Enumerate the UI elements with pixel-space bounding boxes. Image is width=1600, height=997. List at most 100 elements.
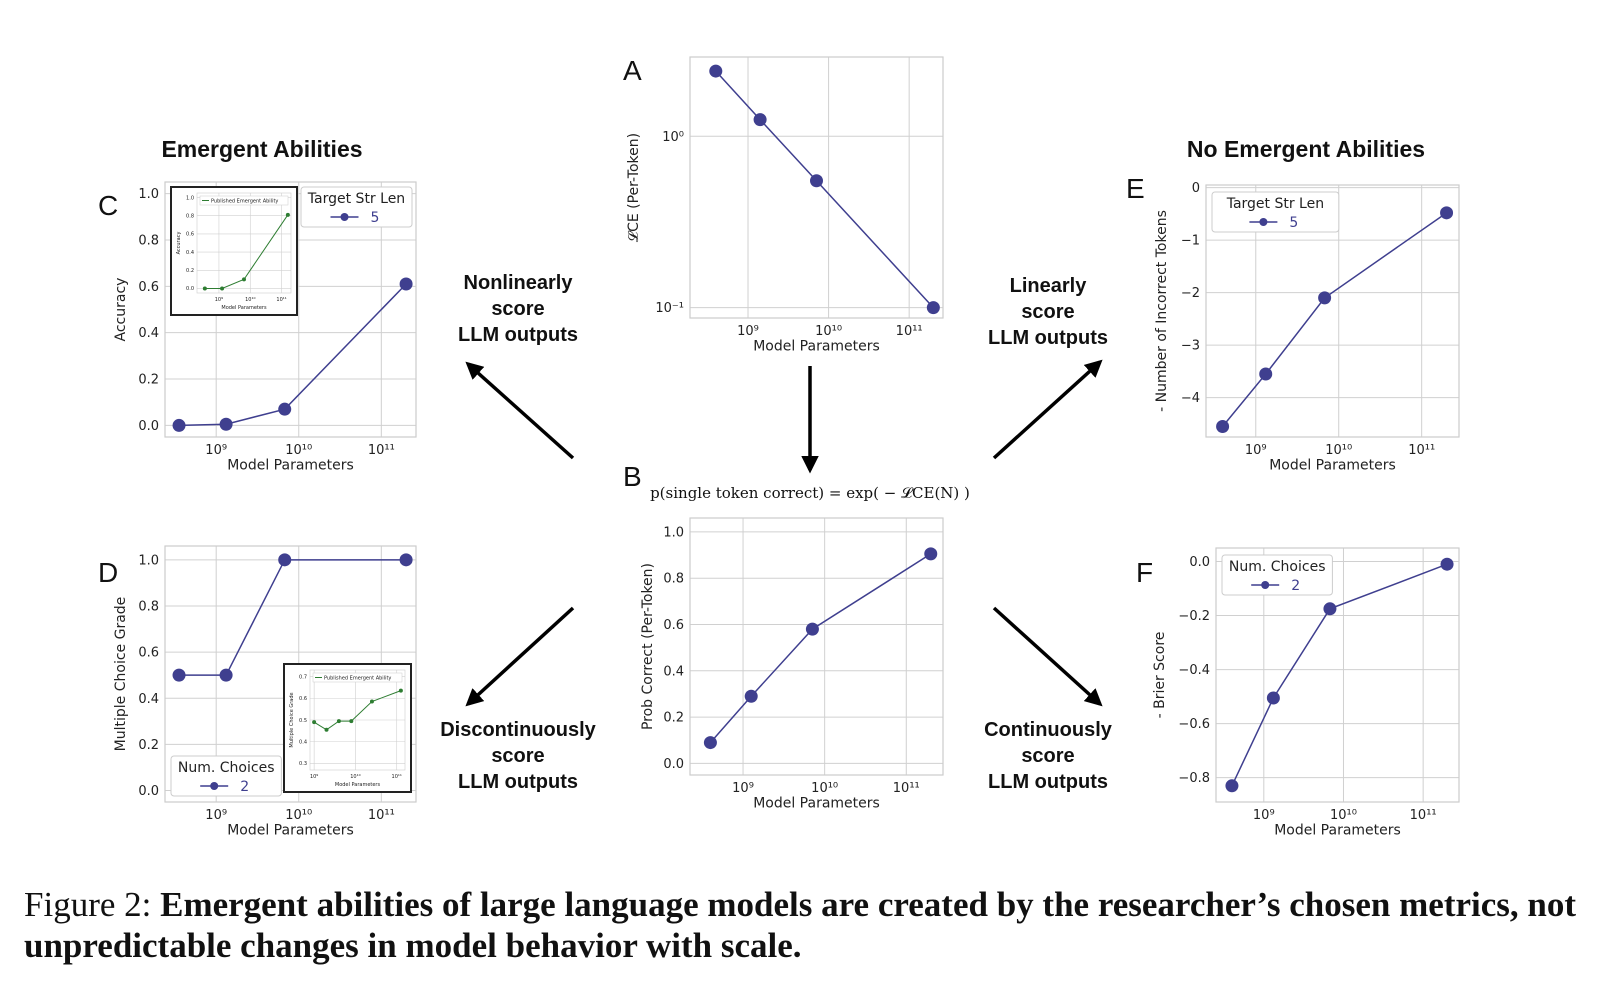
legend-title: Num. Choices bbox=[178, 760, 275, 776]
x-tick-label: 10⁹ bbox=[310, 774, 318, 780]
x-tick-label: 10¹¹ bbox=[896, 324, 923, 339]
panel-letter: B bbox=[623, 461, 642, 492]
y-axis-label: 𝓛CE (Per-Token) bbox=[626, 133, 642, 242]
data-point bbox=[744, 689, 758, 703]
data-point bbox=[349, 719, 354, 724]
legend-box bbox=[170, 755, 282, 797]
inset-legend-label: Published Emergent Ability bbox=[324, 676, 391, 682]
y-tick-label: 0.2 bbox=[138, 738, 159, 753]
data-point bbox=[1318, 291, 1332, 305]
y-tick-label: −0.8 bbox=[1178, 771, 1210, 786]
data-point bbox=[219, 417, 233, 431]
x-axis-label: Model Parameters bbox=[227, 823, 354, 839]
label-line: Continuously bbox=[984, 719, 1113, 741]
data-point bbox=[399, 277, 413, 291]
plot-frame bbox=[689, 56, 944, 319]
label-line: Linearly bbox=[1010, 275, 1088, 297]
data-point bbox=[172, 418, 186, 432]
y-tick-label: 0.7 bbox=[299, 674, 307, 680]
series-line bbox=[179, 559, 407, 676]
y-axis-label: Prob Correct (Per-Token) bbox=[640, 563, 656, 730]
y-tick-label: 0.2 bbox=[663, 711, 684, 726]
arrows bbox=[465, 359, 1103, 707]
data-point bbox=[324, 727, 329, 732]
formula: p(single token correct) = exp( − 𝓛CE(N) … bbox=[650, 484, 970, 502]
y-tick-label: 0 bbox=[1192, 181, 1200, 196]
x-tick-label: 10⁹ bbox=[1245, 443, 1267, 458]
data-point bbox=[398, 688, 403, 693]
x-tick-label: 10¹¹ bbox=[1410, 808, 1437, 823]
x-tick-label: 10¹¹ bbox=[276, 297, 286, 303]
y-tick-label: 1.0 bbox=[663, 525, 684, 540]
y-tick-label: 0.8 bbox=[138, 234, 159, 249]
data-point bbox=[753, 113, 767, 127]
label-continuous: Continuously score LLM outputs bbox=[984, 719, 1113, 793]
x-tick-label: 10⁹ bbox=[732, 781, 754, 796]
y-tick-label: 1.0 bbox=[186, 195, 194, 201]
x-axis-label: Model Parameters bbox=[1274, 823, 1401, 839]
x-tick-label: 10¹¹ bbox=[1408, 443, 1435, 458]
y-tick-label: 0.2 bbox=[186, 268, 194, 274]
arrow-to-c bbox=[465, 361, 575, 460]
y-tick-label: 1.0 bbox=[138, 553, 159, 568]
inset-legend bbox=[312, 672, 403, 683]
label-line: LLM outputs bbox=[988, 771, 1108, 793]
inset-legend-label: Published Emergent Ability bbox=[211, 199, 278, 205]
x-axis-label: Model Parameters bbox=[221, 305, 267, 311]
label-discontinuous: Discontinuously score LLM outputs bbox=[440, 719, 596, 793]
series-line bbox=[1231, 563, 1448, 787]
series-line bbox=[204, 214, 289, 289]
y-tick-label: 0.6 bbox=[138, 280, 159, 295]
inset-background bbox=[170, 186, 298, 316]
y-tick-label: 0.2 bbox=[138, 373, 159, 388]
data-point bbox=[805, 622, 819, 636]
legend-swatch-marker bbox=[1259, 218, 1268, 226]
y-tick-label: −2 bbox=[1181, 286, 1200, 301]
arrow-to-f bbox=[992, 606, 1103, 707]
y-tick-label: 0.0 bbox=[138, 784, 159, 799]
x-tick-label: 10¹⁰ bbox=[1330, 808, 1357, 823]
panel-letter: E bbox=[1126, 173, 1145, 204]
data-point bbox=[926, 301, 940, 315]
y-tick-label: −0.2 bbox=[1178, 609, 1210, 624]
data-point bbox=[1225, 779, 1239, 793]
series-line bbox=[715, 70, 934, 309]
data-point bbox=[278, 402, 292, 416]
data-point bbox=[399, 553, 413, 567]
y-axis-label: Accuracy bbox=[113, 278, 129, 342]
y-tick-label: 0.8 bbox=[138, 600, 159, 615]
label-line: LLM outputs bbox=[458, 771, 578, 793]
legend: Num. Choices 2 bbox=[170, 755, 282, 797]
label-line: score bbox=[491, 298, 544, 320]
legend-title: Num. Choices bbox=[1229, 559, 1326, 575]
plot-frame bbox=[309, 669, 406, 771]
x-tick-label: 10¹¹ bbox=[392, 774, 402, 780]
plot-frame bbox=[1215, 547, 1460, 803]
x-tick-label: 10¹¹ bbox=[368, 808, 395, 823]
data-point bbox=[242, 277, 246, 282]
label-nonlinear: Nonlinearly score LLM outputs bbox=[458, 272, 578, 346]
caption-text: Emergent abilities of large language mod… bbox=[24, 885, 1577, 965]
data-point bbox=[1216, 420, 1230, 433]
data-point bbox=[219, 668, 233, 682]
x-tick-label: 10¹¹ bbox=[368, 443, 395, 458]
legend-entry: 5 bbox=[1289, 215, 1298, 231]
y-axis-label: - Number of Incorrect Tokens bbox=[1154, 210, 1170, 412]
y-tick-label: 0.6 bbox=[299, 696, 307, 702]
x-tick-label: 10⁹ bbox=[737, 324, 759, 339]
y-tick-label: −4 bbox=[1181, 391, 1200, 406]
panel-letter: F bbox=[1136, 557, 1153, 588]
panel-letter: A bbox=[623, 55, 642, 86]
panel-a: A 10⁹ 10¹⁰ 10¹¹ 10⁰ 10⁻¹ Model Parameters 𝓛CE (… bbox=[623, 55, 944, 355]
x-tick-label: 10¹⁰ bbox=[285, 443, 312, 458]
legend-entry: 2 bbox=[240, 779, 249, 795]
arrow-to-e bbox=[992, 359, 1103, 460]
heading-no-emergent: No Emergent Abilities bbox=[1187, 136, 1425, 162]
y-tick-label: 0.4 bbox=[299, 739, 307, 745]
data-point bbox=[1440, 557, 1454, 571]
y-tick-label: 0.0 bbox=[138, 419, 159, 434]
label-line: score bbox=[1021, 745, 1074, 767]
x-tick-label: 10¹⁰ bbox=[350, 774, 360, 780]
label-line: score bbox=[491, 745, 544, 767]
